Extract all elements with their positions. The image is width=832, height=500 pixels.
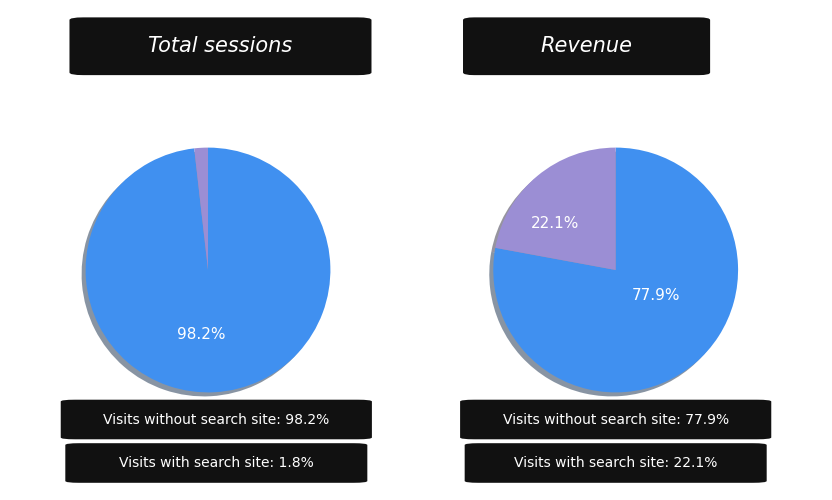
Text: Visits with search site: 1.8%: Visits with search site: 1.8% bbox=[119, 456, 314, 470]
FancyBboxPatch shape bbox=[460, 400, 771, 440]
Text: Visits without search site: 77.9%: Visits without search site: 77.9% bbox=[503, 412, 729, 426]
FancyBboxPatch shape bbox=[69, 18, 372, 75]
Text: Revenue: Revenue bbox=[541, 36, 632, 56]
Text: Visits with search site: 22.1%: Visits with search site: 22.1% bbox=[514, 456, 717, 470]
FancyBboxPatch shape bbox=[464, 443, 767, 483]
Text: Total sessions: Total sessions bbox=[148, 36, 293, 56]
Wedge shape bbox=[493, 148, 738, 392]
Wedge shape bbox=[495, 148, 616, 270]
Text: 77.9%: 77.9% bbox=[631, 288, 681, 304]
Wedge shape bbox=[194, 148, 208, 270]
Wedge shape bbox=[86, 148, 330, 392]
FancyBboxPatch shape bbox=[61, 400, 372, 440]
Text: Visits without search site: 98.2%: Visits without search site: 98.2% bbox=[103, 412, 329, 426]
Text: 98.2%: 98.2% bbox=[176, 328, 225, 342]
FancyBboxPatch shape bbox=[463, 18, 711, 75]
FancyBboxPatch shape bbox=[66, 443, 368, 483]
Text: 22.1%: 22.1% bbox=[531, 216, 579, 232]
